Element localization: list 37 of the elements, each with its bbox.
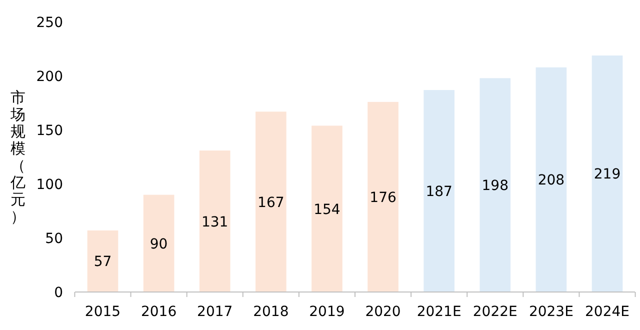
- y-tick-label: 250: [36, 15, 63, 31]
- x-tick-label: 2022E: [472, 304, 518, 320]
- bar: [424, 90, 454, 292]
- y-tick-label: 200: [36, 69, 63, 85]
- y-tick-label: 150: [36, 123, 63, 139]
- data-label: 154: [314, 202, 340, 218]
- x-tick-label: 2020: [365, 304, 401, 320]
- bar: [256, 112, 286, 292]
- x-tick-label: 2017: [197, 304, 233, 320]
- x-tick-label: 2016: [140, 304, 177, 320]
- bar: [199, 150, 230, 292]
- bar: [592, 55, 623, 292]
- data-label: 219: [594, 166, 621, 183]
- data-label: 198: [482, 178, 509, 194]
- bar: [143, 194, 174, 292]
- bar: [536, 67, 567, 292]
- x-tick-label: 2023E: [528, 304, 574, 320]
- x-tick-label: 2024E: [585, 304, 630, 320]
- bar: [312, 126, 342, 292]
- y-axis-title: 市场规模（亿元）: [10, 88, 26, 226]
- x-tick-label: 2019: [309, 304, 345, 320]
- x-tick-label: 2018: [253, 304, 289, 320]
- bar: [480, 78, 511, 292]
- y-tick-label: 100: [36, 177, 63, 193]
- y-tick-label: 50: [45, 231, 63, 247]
- data-label: 187: [426, 184, 452, 200]
- data-label: 167: [258, 194, 284, 211]
- data-label: 57: [94, 254, 112, 270]
- data-label: 176: [370, 190, 396, 206]
- data-label: 131: [201, 214, 228, 230]
- data-label: 208: [538, 172, 565, 189]
- x-tick-label: 2021E: [416, 304, 462, 320]
- bar: [87, 230, 118, 292]
- data-label: 90: [150, 236, 168, 252]
- x-tick-label: 2015: [84, 304, 121, 320]
- y-tick-label: 0: [54, 285, 63, 301]
- bar: [368, 102, 398, 292]
